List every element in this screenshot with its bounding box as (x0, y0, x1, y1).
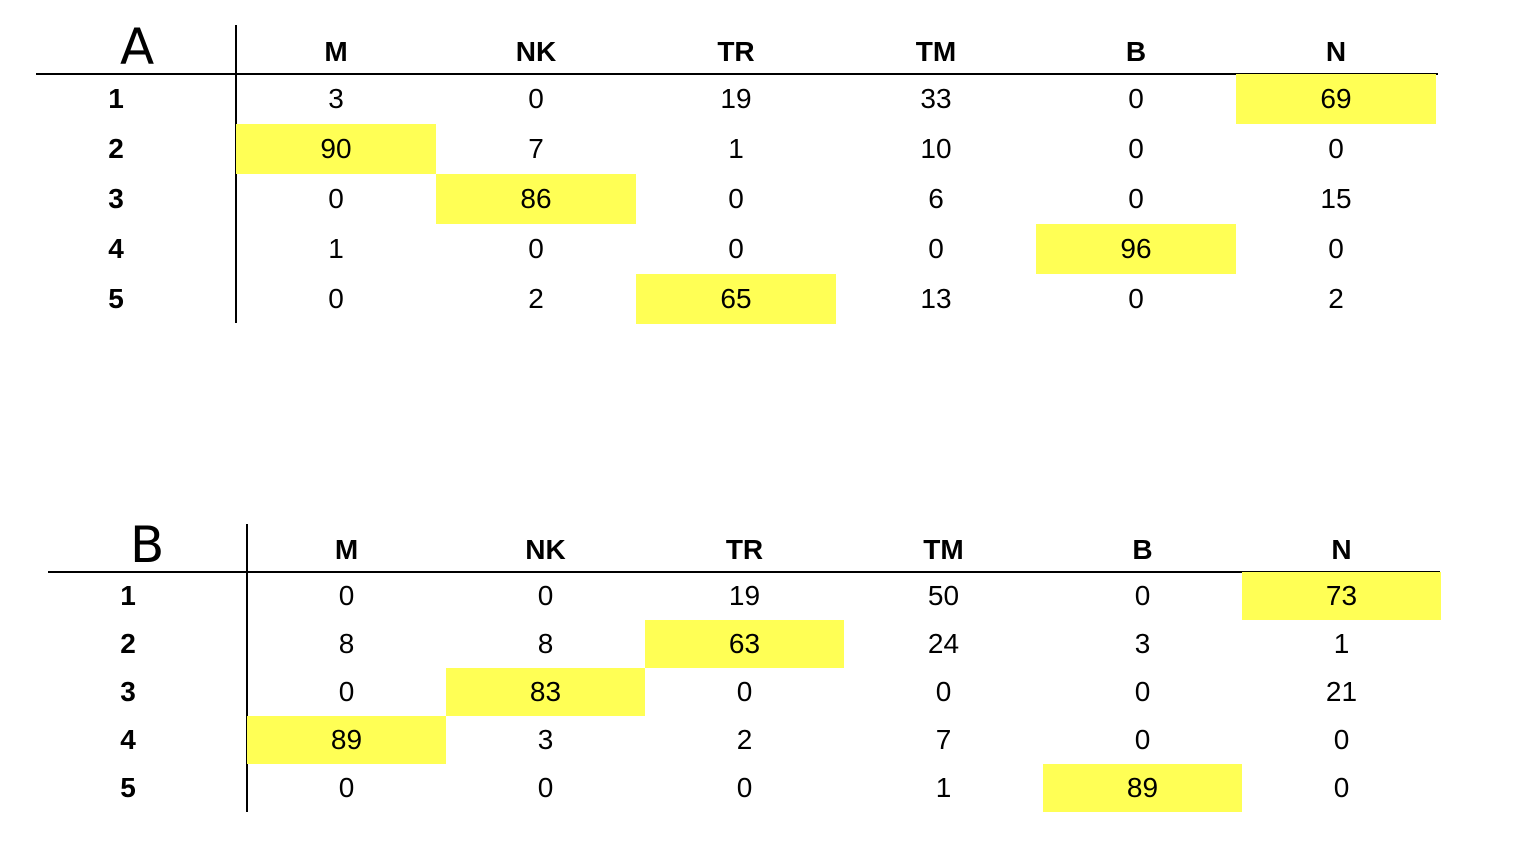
table-cell: 0 (1328, 133, 1344, 164)
table-cell: 0 (528, 233, 544, 264)
table-cell: 0 (1328, 233, 1344, 264)
column-header: NK (525, 533, 566, 565)
table-cell: 3 (537, 724, 554, 755)
table-cell: 19 (728, 580, 761, 611)
table-cell: 1 (1333, 628, 1350, 659)
panel-label: B (130, 516, 165, 574)
table-cell: 13 (920, 283, 952, 314)
column-header: TM (923, 533, 964, 565)
vertical-divider (246, 524, 248, 812)
table-cell: 2 (736, 724, 753, 755)
table-cell: 7 (935, 724, 952, 755)
column-header: NK (515, 35, 557, 67)
column-header: M (334, 533, 359, 565)
row-label: 4 (120, 724, 136, 755)
highlighted-cell: 89 (1043, 764, 1242, 812)
table-cell: 0 (338, 772, 355, 803)
highlighted-cell: 69 (1236, 74, 1436, 124)
row-label: 1 (120, 580, 136, 611)
table-cell: 1 (328, 233, 344, 264)
highlighted-cell: 86 (436, 174, 636, 224)
table-cell: 50 (927, 580, 960, 611)
table-a: A M NK TR TM B N 1 3 0 19 33 0 69 2 90 7 1 10 0 0 3 0 86 0 6 0 15 4 1… (36, 20, 1438, 325)
table-cell: 15 (1320, 183, 1352, 214)
table-cell: 0 (1128, 283, 1144, 314)
row-label: 5 (108, 283, 124, 314)
table-cell: 0 (537, 772, 554, 803)
table-cell: 0 (935, 676, 952, 707)
table-cell: 0 (1134, 676, 1151, 707)
table-cell: 2 (528, 283, 544, 314)
table-cell: 0 (1128, 133, 1144, 164)
column-header: N (1331, 533, 1352, 565)
row-label: 5 (120, 772, 136, 803)
table-cell: 0 (528, 83, 544, 114)
table-cell: 3 (328, 83, 344, 114)
table-cell: 7 (528, 133, 544, 164)
table-cell: 21 (1325, 676, 1358, 707)
table-cell: 8 (338, 628, 355, 659)
table-cell: 0 (338, 580, 355, 611)
highlighted-cell: 89 (247, 716, 446, 764)
row-label: 1 (108, 83, 124, 114)
table-cell: 10 (920, 133, 952, 164)
table-cell: 0 (928, 233, 944, 264)
table-cell: 0 (1128, 83, 1144, 114)
row-label: 2 (108, 133, 124, 164)
highlighted-cell: 83 (446, 668, 645, 716)
table-cell: 8 (537, 628, 554, 659)
table-cell: 6 (928, 183, 944, 214)
vertical-divider (235, 25, 237, 323)
table-cell: 0 (1333, 772, 1350, 803)
table-cell: 0 (736, 772, 753, 803)
header-divider (48, 571, 1440, 573)
column-header: B (1132, 533, 1153, 565)
table-cell: 0 (1333, 724, 1350, 755)
table-cell: 2 (1328, 283, 1344, 314)
column-header: TM (915, 35, 957, 67)
column-header: TR (717, 35, 755, 67)
table-cell: 0 (328, 283, 344, 314)
table-cell: 0 (1134, 724, 1151, 755)
table-cell: 0 (728, 233, 744, 264)
table-cell: 24 (927, 628, 960, 659)
table-cell: 0 (728, 183, 744, 214)
table-cell: 3 (1134, 628, 1151, 659)
panel-label: A (120, 18, 155, 76)
row-label: 3 (108, 183, 124, 214)
highlighted-cell: 63 (645, 620, 844, 668)
highlighted-cell: 90 (236, 124, 436, 174)
row-label: 2 (120, 628, 136, 659)
table-cell: 0 (1128, 183, 1144, 214)
header-divider (36, 73, 1438, 75)
row-label: 3 (120, 676, 136, 707)
table-cell: 1 (728, 133, 744, 164)
table-cell: 19 (720, 83, 752, 114)
row-label: 4 (108, 233, 124, 264)
table-b: B M NK TR TM B N 1 0 0 19 50 0 73 2 8 8 63 24 3 1 3 0 83 0 0 0 21 4 8… (48, 516, 1441, 814)
column-header: TR (725, 533, 764, 565)
highlighted-cell: 65 (636, 274, 836, 324)
column-header: M (324, 35, 348, 67)
column-header: N (1325, 35, 1347, 67)
table-cell: 33 (920, 83, 952, 114)
table-cell: 0 (736, 676, 753, 707)
table-cell: 0 (328, 183, 344, 214)
column-header: B (1125, 35, 1147, 67)
highlighted-cell: 96 (1036, 224, 1236, 274)
table-cell: 0 (537, 580, 554, 611)
table-cell: 1 (935, 772, 952, 803)
table-cell: 0 (1134, 580, 1151, 611)
table-cell: 0 (338, 676, 355, 707)
highlighted-cell: 73 (1242, 572, 1441, 620)
